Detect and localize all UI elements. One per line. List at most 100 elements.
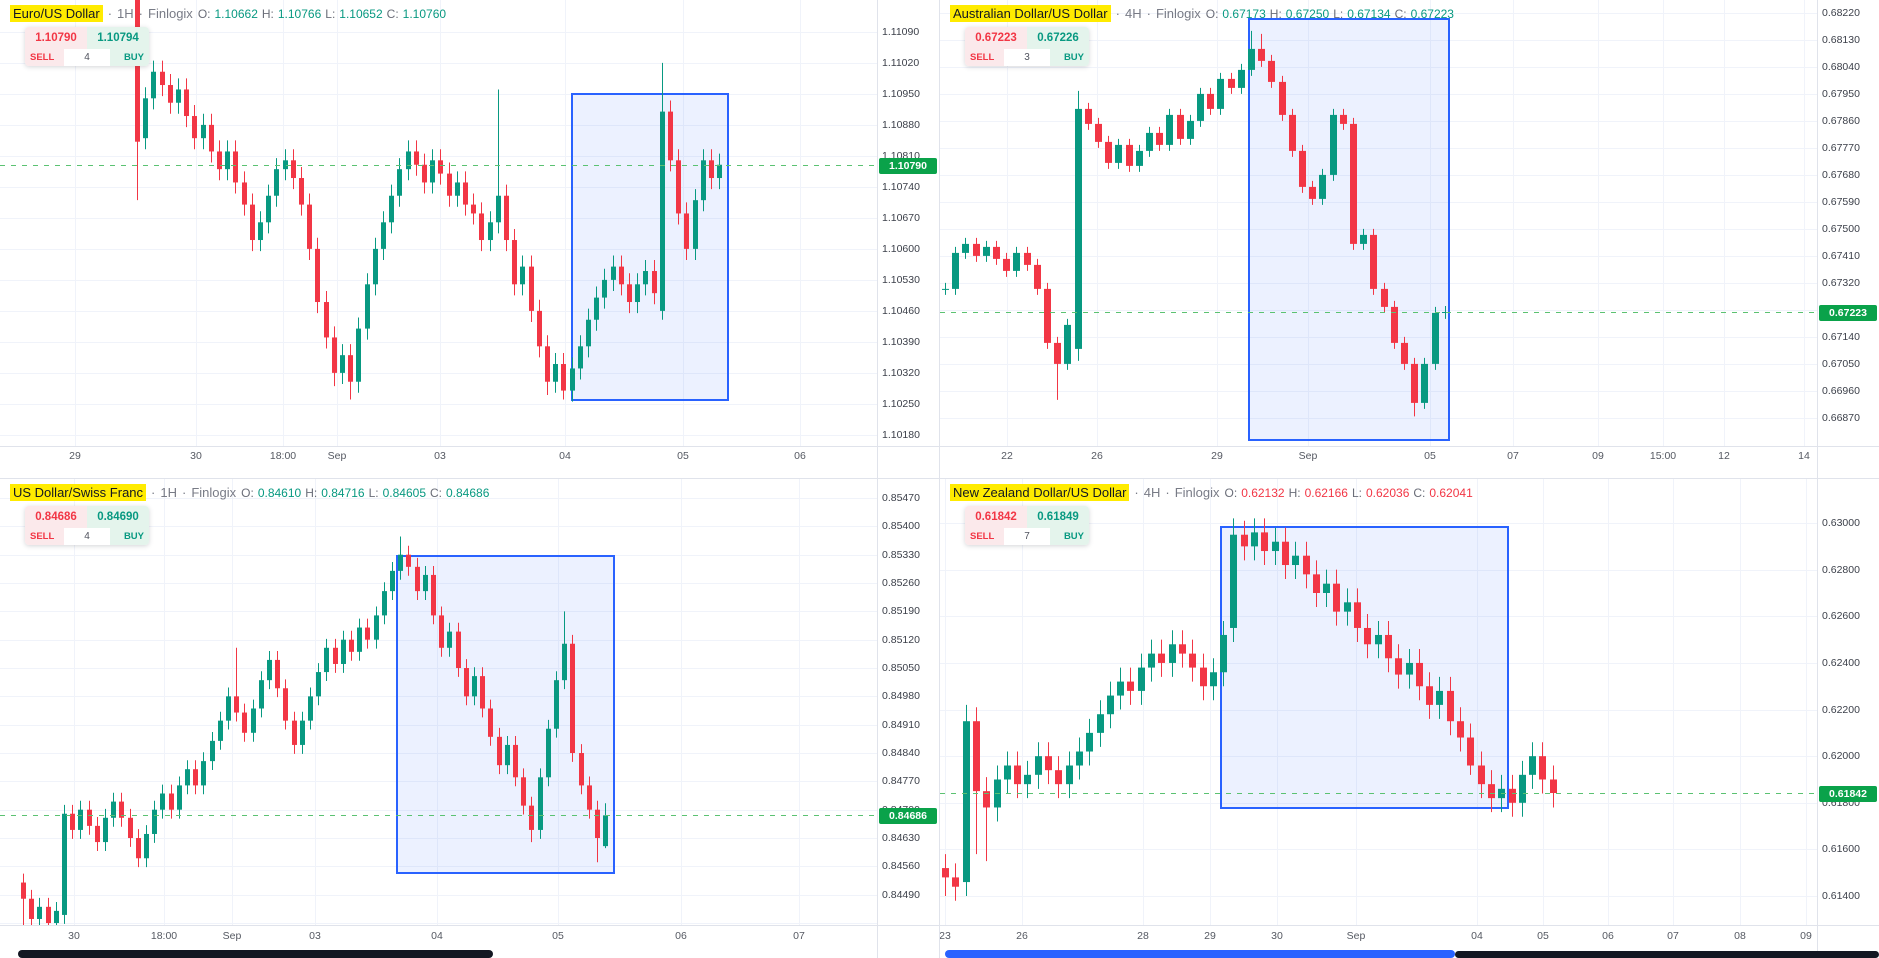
- price-tick-label: 1.10740: [882, 180, 920, 193]
- sell-label[interactable]: SELL: [965, 49, 1004, 66]
- symbol-title-eurusd[interactable]: Euro/US Dollar: [10, 5, 103, 22]
- chart-pane-audusd[interactable]: 0.68220 0.68130 0.68040 0.67950 0.67860 0.677…: [940, 0, 1879, 479]
- time-tick-label: 04: [431, 930, 443, 942]
- time-axis-nzdusd[interactable]: 23 26 28 29 30 Sep 04 05 06 07 08 09: [940, 930, 1817, 950]
- time-tick-label: 05: [677, 450, 689, 462]
- provider-label: Finlogix: [1155, 6, 1201, 21]
- spread-value: 4: [64, 528, 110, 545]
- time-axis-usdchf[interactable]: 30 18:00 Sep 03 04 05 06 07: [0, 930, 877, 950]
- price-tick-label: 0.67950: [1822, 87, 1860, 100]
- time-axis-audusd[interactable]: 22 26 29 Sep 05 07 09 15:00 12 14: [940, 450, 1817, 470]
- chart-pane-nzdusd[interactable]: 0.63000 0.62800 0.62600 0.62400 0.62200 0.620…: [940, 479, 1879, 958]
- price-tick-label: 0.61400: [1822, 890, 1860, 903]
- ohlc-values-usdchf: O: 0.84610 H: 0.84716 L: 0.84605 C: 0.84686: [241, 485, 490, 500]
- symbol-title-usdchf[interactable]: US Dollar/Swiss Franc: [10, 484, 147, 501]
- price-tick-label: 1.10390: [882, 335, 920, 348]
- sell-label[interactable]: SELL: [25, 528, 64, 545]
- price-tick-label: 0.67860: [1822, 114, 1860, 127]
- time-tick-label: 05: [1424, 450, 1436, 462]
- buy-price-button[interactable]: 1.10794: [87, 27, 149, 49]
- buy-label[interactable]: BUY: [110, 528, 149, 545]
- separator-dot: ·: [151, 485, 156, 500]
- scrollbar-bottom-left[interactable]: [18, 950, 493, 958]
- buy-price-button[interactable]: 0.61849: [1027, 506, 1089, 528]
- price-tick-label: 0.85190: [882, 605, 920, 618]
- time-tick-label: 04: [559, 450, 571, 462]
- interval-label[interactable]: 4H: [1143, 485, 1161, 500]
- chart-pane-eurusd[interactable]: 1.11090 1.11020 1.10950 1.10880 1.10810 1.107…: [0, 0, 939, 479]
- time-tick-label: 30: [190, 450, 202, 462]
- price-tick-label: 0.84910: [882, 718, 920, 731]
- price-tick-label: 0.62600: [1822, 610, 1860, 623]
- chart-header-eurusd: Euro/US Dollar · 1H · Finlogix O: 1.10662…: [10, 5, 446, 22]
- order-widget-usdchf: 0.84686 0.84690 SELL 4 BUY: [25, 506, 149, 545]
- sell-label[interactable]: SELL: [25, 49, 64, 66]
- price-tick-label: 1.10600: [882, 242, 920, 255]
- vertical-divider[interactable]: [939, 0, 940, 958]
- time-axis-eurusd[interactable]: 29 30 18:00 Sep 03 04 05 06: [0, 450, 877, 470]
- interval-label[interactable]: 1H: [160, 485, 177, 500]
- price-tick-label: 1.10950: [882, 87, 920, 100]
- separator-dot: ·: [138, 6, 144, 21]
- separator-dot: ·: [182, 485, 187, 500]
- sell-label[interactable]: SELL: [965, 528, 1004, 545]
- time-tick-label: 26: [1091, 450, 1103, 462]
- buy-price-button[interactable]: 0.67226: [1027, 27, 1089, 49]
- symbol-title-nzdusd[interactable]: New Zealand Dollar/US Dollar: [950, 484, 1130, 501]
- time-tick-label: 23: [940, 930, 951, 942]
- buy-label[interactable]: BUY: [110, 49, 149, 66]
- spread-value: 3: [1004, 49, 1050, 66]
- price-tick-label: 0.62000: [1822, 750, 1860, 763]
- sell-price-button[interactable]: 0.67223: [965, 27, 1027, 49]
- price-tick-label: 0.62200: [1822, 703, 1860, 716]
- scrollbar-bottom-right-dark[interactable]: [1455, 951, 1879, 958]
- time-tick-label: 06: [675, 930, 687, 942]
- time-tick-label: 29: [1204, 930, 1216, 942]
- buy-price-button[interactable]: 0.84690: [87, 506, 149, 528]
- sell-price-button[interactable]: 1.10790: [25, 27, 87, 49]
- buy-label[interactable]: BUY: [1050, 49, 1089, 66]
- chart-header-audusd: Australian Dollar/US Dollar · 4H · Finlo…: [950, 5, 1454, 22]
- price-tick-label: 0.85050: [882, 662, 920, 675]
- price-axis-audusd[interactable]: 0.68220 0.68130 0.68040 0.67950 0.67860 0.677…: [1817, 0, 1879, 446]
- time-tick-label: 30: [68, 930, 80, 942]
- price-tick-label: 0.68220: [1822, 6, 1860, 19]
- time-tick-label: Sep: [1298, 450, 1318, 462]
- candlestick-canvas-eurusd[interactable]: [0, 0, 939, 478]
- scrollbar-bottom-right-blue[interactable]: [945, 950, 1455, 958]
- price-axis-nzdusd[interactable]: 0.63000 0.62800 0.62600 0.62400 0.62200 0.620…: [1817, 479, 1879, 925]
- candlestick-canvas-audusd[interactable]: [940, 0, 1879, 478]
- time-tick-label: 08: [1734, 930, 1746, 942]
- sell-price-button[interactable]: 0.61842: [965, 506, 1027, 528]
- horizontal-divider[interactable]: [0, 478, 1879, 479]
- time-tick-label: 18:00: [269, 450, 297, 462]
- candlestick-canvas-nzdusd[interactable]: [940, 479, 1879, 958]
- separator-dot: ·: [1146, 6, 1151, 21]
- price-tick-label: 0.66960: [1822, 384, 1860, 397]
- price-tick-label: 0.85470: [882, 492, 920, 505]
- interval-label[interactable]: 4H: [1124, 6, 1142, 21]
- interval-label[interactable]: 1H: [117, 6, 134, 21]
- price-axis-eurusd[interactable]: 1.11090 1.11020 1.10950 1.10880 1.10810 1.107…: [877, 0, 939, 446]
- price-axis-usdchf[interactable]: 0.85470 0.85400 0.85330 0.85260 0.85190 0.851…: [877, 479, 939, 925]
- price-tick-label: 1.11090: [882, 25, 920, 38]
- candlestick-canvas-usdchf[interactable]: [0, 479, 939, 958]
- price-tick-label: 1.10670: [882, 211, 920, 224]
- price-tick-label: 0.84490: [882, 888, 920, 901]
- price-tick-label: 0.67590: [1822, 195, 1860, 208]
- price-tick-label: 0.84630: [882, 832, 920, 845]
- buy-label[interactable]: BUY: [1050, 528, 1089, 545]
- symbol-title-audusd[interactable]: Australian Dollar/US Dollar: [950, 5, 1111, 22]
- price-tick-label: 1.10530: [882, 273, 920, 286]
- sell-price-button[interactable]: 0.84686: [25, 506, 87, 528]
- chart-pane-usdchf[interactable]: 0.85470 0.85400 0.85330 0.85260 0.85190 0.851…: [0, 479, 939, 958]
- price-tick-label: 0.63000: [1822, 517, 1860, 530]
- time-tick-label: 29: [69, 450, 81, 462]
- time-tick-label: 05: [552, 930, 564, 942]
- price-tick-label: 0.85260: [882, 577, 920, 590]
- spread-value: 4: [64, 49, 110, 66]
- price-tick-label: 1.10250: [882, 397, 920, 410]
- last-price-badge-audusd: 0.67223: [1819, 304, 1877, 321]
- time-tick-label: 06: [1602, 930, 1614, 942]
